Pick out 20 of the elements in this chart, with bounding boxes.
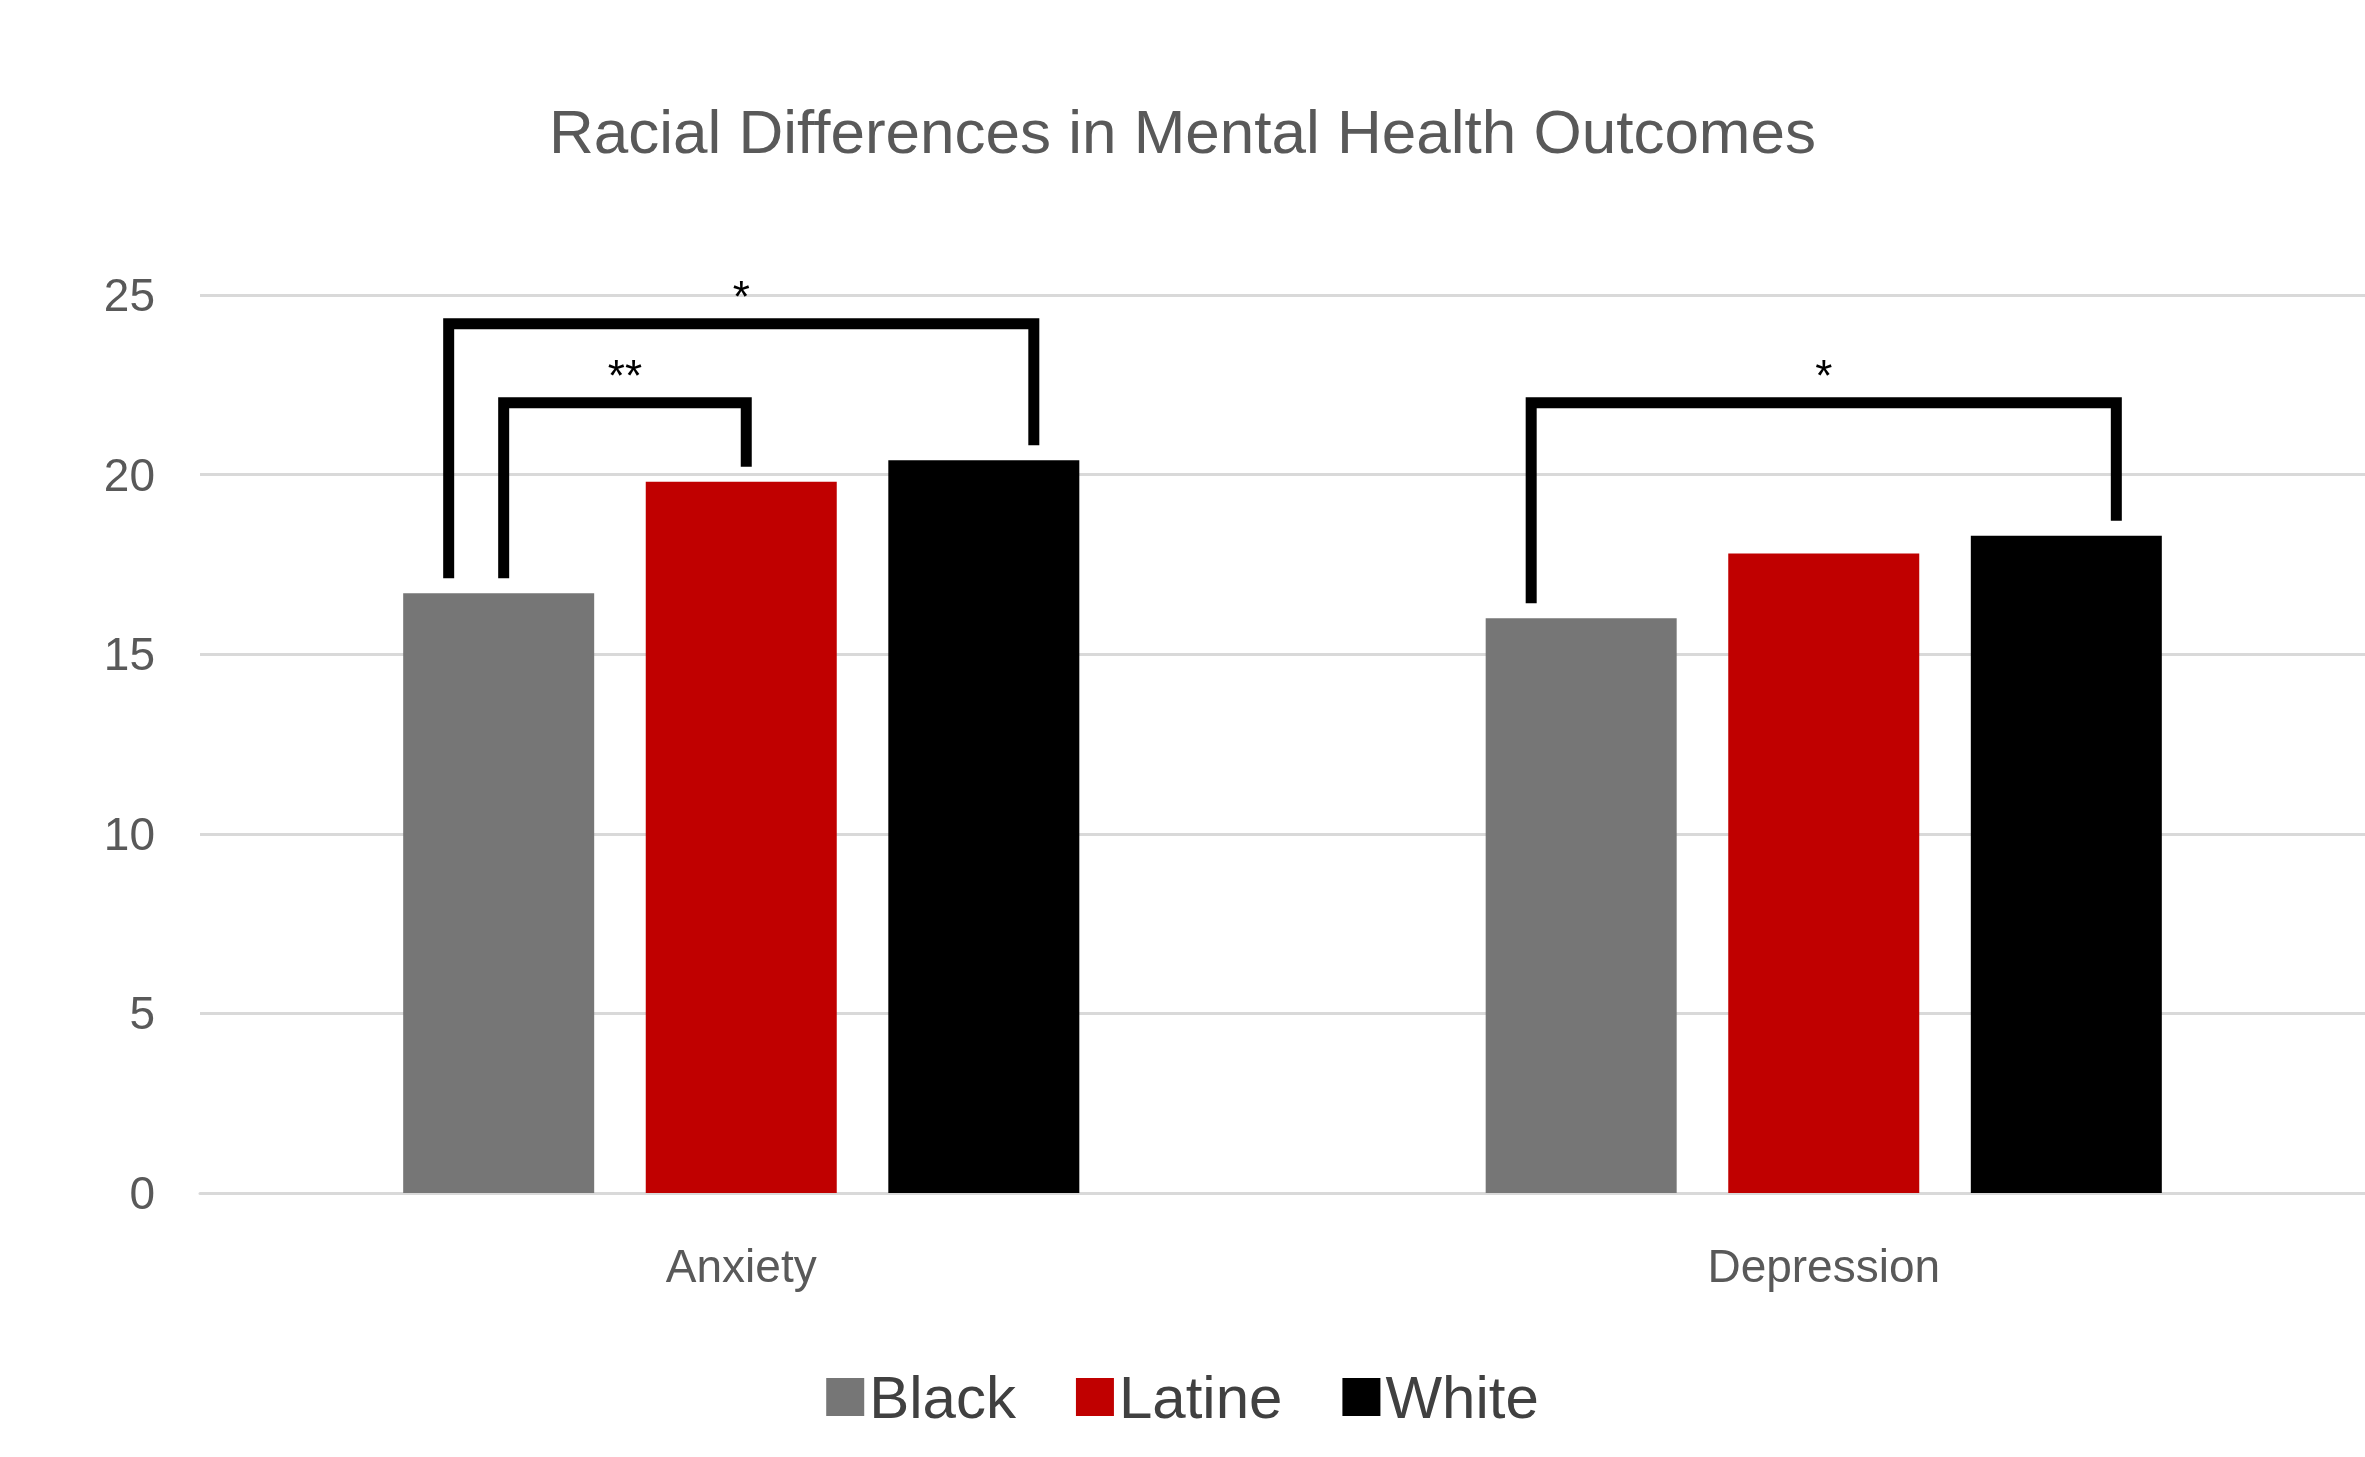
bar <box>403 593 595 1193</box>
y-tick-label: 5 <box>129 987 155 1040</box>
chart-title: Racial Differences in Mental Health Outcomes <box>549 96 1816 166</box>
bar <box>1485 618 1677 1193</box>
bar <box>1728 553 1920 1193</box>
y-tick-label: 25 <box>103 269 155 321</box>
x-tick-label: Anxiety <box>665 1240 817 1292</box>
bar <box>1970 535 2162 1193</box>
y-tick-label: 20 <box>103 448 155 501</box>
legend-label: White <box>1385 1363 1539 1431</box>
annotation: * <box>1815 350 1833 400</box>
annotation: * <box>732 271 750 321</box>
y-tick-label: 0 <box>129 1167 155 1219</box>
bar <box>888 460 1080 1193</box>
y-tick-label: 10 <box>103 807 155 860</box>
legend-label: Black <box>869 1363 1017 1431</box>
x-tick-label: Depression <box>1707 1240 1941 1292</box>
annotation: ** <box>607 350 643 400</box>
legend-label: Latine <box>1118 1363 1283 1431</box>
y-tick-label: 15 <box>103 628 155 681</box>
